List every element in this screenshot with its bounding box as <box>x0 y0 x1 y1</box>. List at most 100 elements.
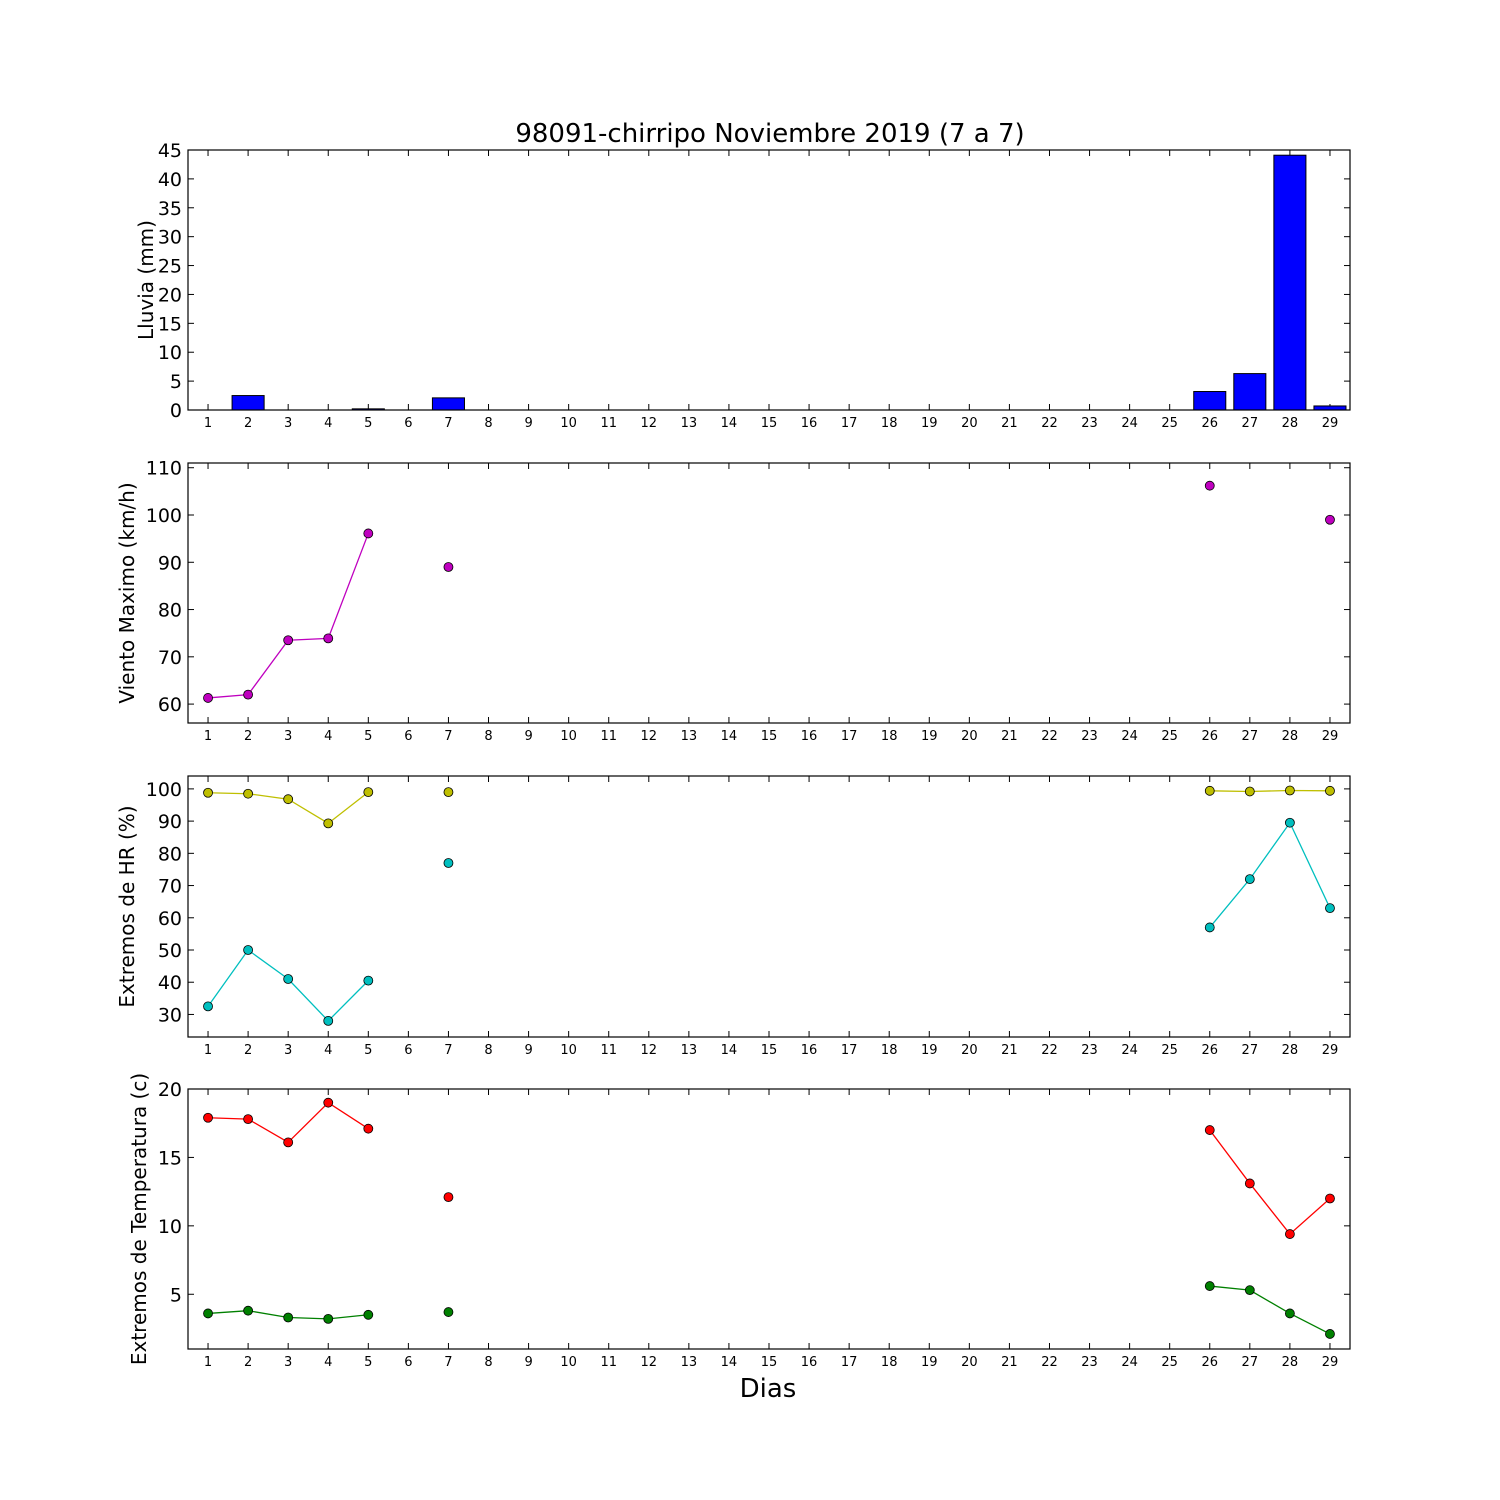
y-tick-label: 10 <box>158 342 182 364</box>
series-2-point-day-3 <box>284 1313 293 1322</box>
x-tick-label: 12 <box>641 1043 658 1058</box>
x-tick-label: 2 <box>244 1355 252 1370</box>
axes-frame <box>188 463 1350 723</box>
x-tick-label: 7 <box>444 1043 452 1058</box>
series-1-point-day-5 <box>364 1124 373 1133</box>
series-line-2 <box>1210 1286 1330 1334</box>
x-tick-label: 10 <box>560 729 577 744</box>
y-axis-label: Extremos de HR (%) <box>115 805 139 1007</box>
y-tick-label: 60 <box>158 694 182 716</box>
x-tick-label: 17 <box>841 729 858 744</box>
x-tick-label: 26 <box>1201 416 1218 431</box>
y-tick-label: 90 <box>158 552 182 574</box>
x-tick-label: 16 <box>801 416 818 431</box>
x-tick-label: 29 <box>1322 729 1339 744</box>
series-2-point-day-29 <box>1325 904 1334 913</box>
y-tick-label: 70 <box>158 647 182 669</box>
x-tick-label: 3 <box>284 1355 292 1370</box>
y-tick-label: 50 <box>158 940 182 962</box>
series-line-1 <box>1210 1130 1330 1234</box>
y-tick-label: 20 <box>158 284 182 306</box>
x-tick-label: 26 <box>1201 729 1218 744</box>
axes-frame <box>188 1089 1350 1349</box>
x-tick-label: 18 <box>881 1043 898 1058</box>
x-tick-label: 11 <box>600 1355 617 1370</box>
y-tick-label: 90 <box>158 811 182 833</box>
x-tick-label: 29 <box>1322 1043 1339 1058</box>
x-tick-label: 21 <box>1001 1043 1018 1058</box>
y-tick-label: 10 <box>158 1216 182 1238</box>
y-tick-label: 30 <box>158 227 182 249</box>
x-tick-label: 1 <box>204 416 212 431</box>
x-tick-label: 3 <box>284 416 292 431</box>
series-2-point-day-5 <box>364 1310 373 1319</box>
x-tick-label: 5 <box>364 416 372 431</box>
x-tick-label: 8 <box>484 1043 492 1058</box>
series-1-point-day-2 <box>244 690 253 699</box>
x-tick-label: 3 <box>284 1043 292 1058</box>
x-tick-label: 7 <box>444 416 452 431</box>
series-line-2 <box>1210 823 1330 928</box>
y-tick-label: 45 <box>158 140 182 162</box>
x-tick-label: 9 <box>524 1355 532 1370</box>
y-tick-label: 60 <box>158 908 182 930</box>
series-1-point-day-28 <box>1285 786 1294 795</box>
x-tick-label: 11 <box>600 1043 617 1058</box>
series-1-point-day-7 <box>444 1193 453 1202</box>
series-1-point-day-1 <box>204 788 213 797</box>
x-tick-label: 13 <box>681 416 698 431</box>
x-tick-label: 1 <box>204 729 212 744</box>
x-tick-label: 27 <box>1242 729 1259 744</box>
x-tick-label: 13 <box>681 1355 698 1370</box>
series-1-point-day-3 <box>284 795 293 804</box>
series-1-point-day-3 <box>284 636 293 645</box>
series-1-point-day-4 <box>324 819 333 828</box>
x-tick-label: 28 <box>1282 1355 1299 1370</box>
series-line-1 <box>208 1103 368 1143</box>
x-tick-label: 24 <box>1121 729 1138 744</box>
series-2-point-day-5 <box>364 976 373 985</box>
y-tick-label: 80 <box>158 600 182 622</box>
x-tick-label: 22 <box>1041 1355 1058 1370</box>
series-2-point-day-27 <box>1245 875 1254 884</box>
series-line-2 <box>208 950 368 1021</box>
x-tick-label: 10 <box>560 416 577 431</box>
axes-frame <box>188 150 1350 410</box>
x-tick-label: 23 <box>1081 1355 1098 1370</box>
series-1-point-day-1 <box>204 693 213 702</box>
x-tick-label: 13 <box>681 729 698 744</box>
series-1-point-day-29 <box>1325 786 1334 795</box>
x-tick-label: 19 <box>921 1043 938 1058</box>
x-tick-label: 6 <box>404 729 412 744</box>
x-tick-label: 29 <box>1322 1355 1339 1370</box>
x-tick-label: 11 <box>600 729 617 744</box>
x-tick-label: 24 <box>1121 1355 1138 1370</box>
x-tick-label: 7 <box>444 1355 452 1370</box>
y-tick-label: 20 <box>158 1079 182 1101</box>
y-tick-label: 15 <box>158 313 182 335</box>
series-2-point-day-1 <box>204 1309 213 1318</box>
rain-bar-day-29 <box>1314 406 1346 410</box>
x-tick-label: 5 <box>364 729 372 744</box>
x-tick-label: 22 <box>1041 729 1058 744</box>
x-tick-label: 2 <box>244 729 252 744</box>
y-tick-label: 0 <box>170 400 182 422</box>
y-tick-label: 35 <box>158 198 182 220</box>
series-line-1 <box>208 533 368 698</box>
series-2-point-day-27 <box>1245 1286 1254 1295</box>
x-tick-label: 15 <box>761 1043 778 1058</box>
y-tick-label: 5 <box>170 1284 182 1306</box>
series-1-point-day-27 <box>1245 787 1254 796</box>
x-tick-label: 8 <box>484 1355 492 1370</box>
series-2-point-day-2 <box>244 1306 253 1315</box>
x-tick-label: 16 <box>801 729 818 744</box>
x-tick-label: 14 <box>721 1355 738 1370</box>
series-2-point-day-26 <box>1205 923 1214 932</box>
x-tick-label: 16 <box>801 1043 818 1058</box>
series-2-point-day-3 <box>284 975 293 984</box>
x-tick-label: 19 <box>921 416 938 431</box>
x-tick-label: 20 <box>961 416 978 431</box>
series-1-point-day-4 <box>324 634 333 643</box>
